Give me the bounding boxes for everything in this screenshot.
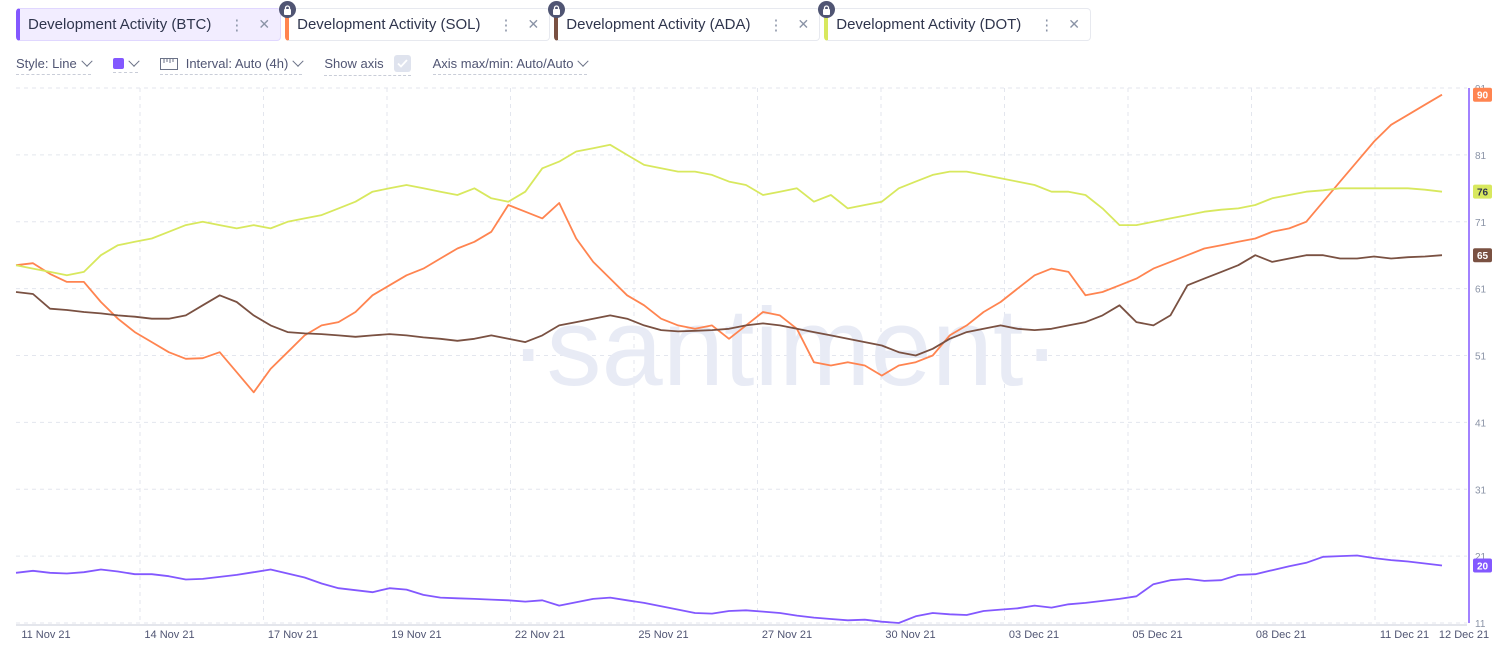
tab-label: Development Activity (ADA) — [566, 16, 751, 33]
show-axis-toggle[interactable]: Show axis — [324, 55, 411, 76]
lock-icon — [548, 1, 566, 18]
interval-dropdown[interactable]: Interval: Auto (4h) — [159, 55, 304, 75]
more-icon[interactable]: ⋮ — [768, 16, 784, 34]
last-value-badge-bg — [1473, 184, 1492, 199]
y-tick-label: 11 — [1475, 619, 1486, 630]
series-line-3 — [15, 143, 1443, 277]
interval-label: Interval: Auto (4h) — [185, 56, 289, 71]
y-tick-label: 71 — [1475, 218, 1487, 229]
y-tick-label: 61 — [1475, 285, 1487, 296]
last-value-badge: 76 — [1473, 184, 1492, 199]
last-value-badge-bg — [1473, 87, 1492, 102]
x-tick-label: 17 Nov 21 — [268, 629, 318, 641]
x-tick-label: 11 Nov 21 — [21, 629, 70, 641]
metric-tabs: Development Activity (BTC) ⋮ ✕ Developme… — [16, 1, 1092, 41]
y-tick-label: 81 — [1475, 151, 1487, 162]
x-tick-label: 05 Dec 21 — [1132, 629, 1182, 641]
style-dropdown[interactable]: Style: Line — [16, 55, 93, 75]
close-icon[interactable]: ✕ — [527, 16, 540, 32]
last-value-text: 90 — [1477, 91, 1489, 102]
axis-range-label: Axis max/min: Auto/Auto — [432, 56, 574, 71]
close-icon[interactable]: ✕ — [258, 16, 271, 32]
x-tick-label: 08 Dec 21 — [1256, 629, 1306, 641]
x-tick-label: 14 Nov 21 — [144, 629, 194, 641]
x-tick-label: 22 Nov 21 — [515, 629, 565, 641]
lock-icon — [279, 1, 297, 18]
more-icon[interactable]: ⋮ — [229, 16, 245, 34]
color-swatch — [112, 58, 124, 69]
ruler-icon — [159, 57, 178, 70]
x-tick-label: 12 Dec 21 — [1439, 629, 1489, 641]
close-icon[interactable]: ✕ — [797, 16, 810, 32]
color-dropdown[interactable] — [112, 55, 140, 73]
x-tick-label: 27 Nov 21 — [762, 629, 812, 641]
show-axis-label: Show axis — [324, 56, 384, 71]
last-value-text: 76 — [1477, 188, 1489, 199]
last-value-badge: 20 — [1473, 558, 1492, 573]
axis-range-dropdown[interactable]: Axis max/min: Auto/Auto — [432, 55, 590, 75]
last-value-badge: 90 — [1473, 87, 1492, 102]
y-tick-label: 51 — [1475, 352, 1487, 363]
y-tick-label: 21 — [1475, 552, 1487, 563]
style-label: Style: Line — [16, 56, 77, 71]
y-tick-label: 31 — [1475, 485, 1487, 496]
tab-btc[interactable]: Development Activity (BTC) ⋮ ✕ — [16, 8, 282, 41]
tab-label: Development Activity (BTC) — [28, 16, 212, 33]
x-tick-label: 11 Dec 21 — [1380, 629, 1429, 641]
last-value-text: 20 — [1477, 561, 1489, 572]
watermark: ·santiment· — [510, 286, 1060, 409]
tab-dot[interactable]: Development Activity (DOT) ⋮ ✕ — [818, 1, 1092, 41]
last-value-badge-bg — [1473, 248, 1492, 263]
more-icon[interactable]: ⋮ — [1039, 16, 1055, 34]
more-icon[interactable]: ⋮ — [498, 16, 514, 34]
x-tick-label: 25 Nov 21 — [638, 629, 688, 641]
tab-ada[interactable]: Development Activity (ADA) ⋮ ✕ — [548, 1, 821, 41]
x-tick-label: 30 Nov 21 — [885, 629, 935, 641]
series-line-2 — [15, 254, 1443, 357]
last-value-badge: 65 — [1473, 248, 1492, 263]
x-tick-label: 19 Nov 21 — [391, 629, 441, 641]
tab-label: Development Activity (SOL) — [297, 16, 481, 33]
last-value-badge-bg — [1473, 558, 1492, 573]
tab-label: Development Activity (DOT) — [836, 16, 1022, 33]
tab-sol[interactable]: Development Activity (SOL) ⋮ ✕ — [279, 1, 551, 41]
show-axis-checkbox[interactable] — [393, 55, 411, 72]
chart-controls: Style: Line Interval: Auto (4h) Show axi… — [16, 55, 609, 76]
last-value-text: 65 — [1477, 251, 1489, 262]
x-tick-label: 03 Dec 21 — [1009, 629, 1059, 641]
lock-icon — [818, 1, 836, 18]
y-tick-label: 41 — [1475, 418, 1487, 429]
chart-series — [15, 93, 1443, 624]
close-icon[interactable]: ✕ — [1068, 16, 1081, 32]
check-icon — [396, 59, 408, 68]
chart-grid — [16, 87, 1467, 624]
series-line-0 — [15, 554, 1443, 624]
series-line-1 — [15, 93, 1443, 394]
